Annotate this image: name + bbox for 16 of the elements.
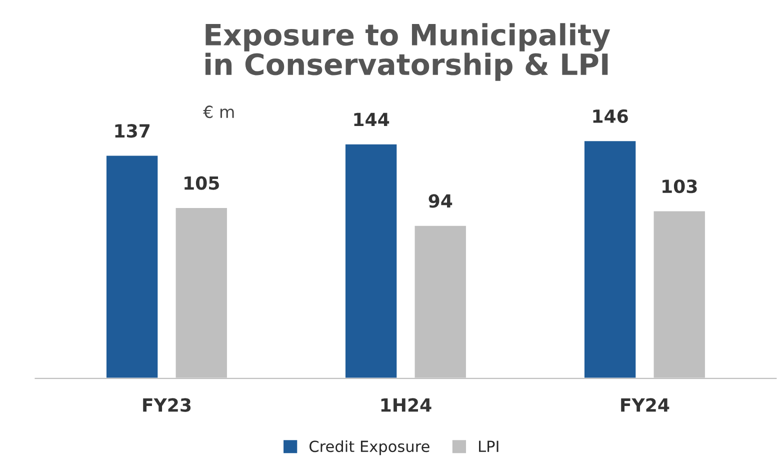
- data-label: 105: [184, 176, 219, 190]
- x-tick-label: FY24: [621, 398, 670, 412]
- bar: [583, 140, 638, 380]
- chart-title: Exposure to Municipality in Conservatorship & LPI: [206, 23, 610, 81]
- chart-subtitle: € m: [203, 106, 234, 118]
- data-label: 146: [593, 109, 628, 124]
- data-label: 144: [354, 112, 390, 126]
- data-label: 137: [115, 124, 150, 138]
- bar: [105, 154, 160, 380]
- bar: [344, 142, 398, 380]
- legend-label: Credit Exposure: [310, 440, 430, 456]
- legend-label: LPI: [479, 440, 498, 452]
- x-tick-label: FY23: [143, 398, 191, 412]
- x-tick-label: 1H24: [381, 398, 432, 412]
- data-label: 103: [662, 179, 697, 194]
- data-label: 94: [428, 194, 452, 208]
